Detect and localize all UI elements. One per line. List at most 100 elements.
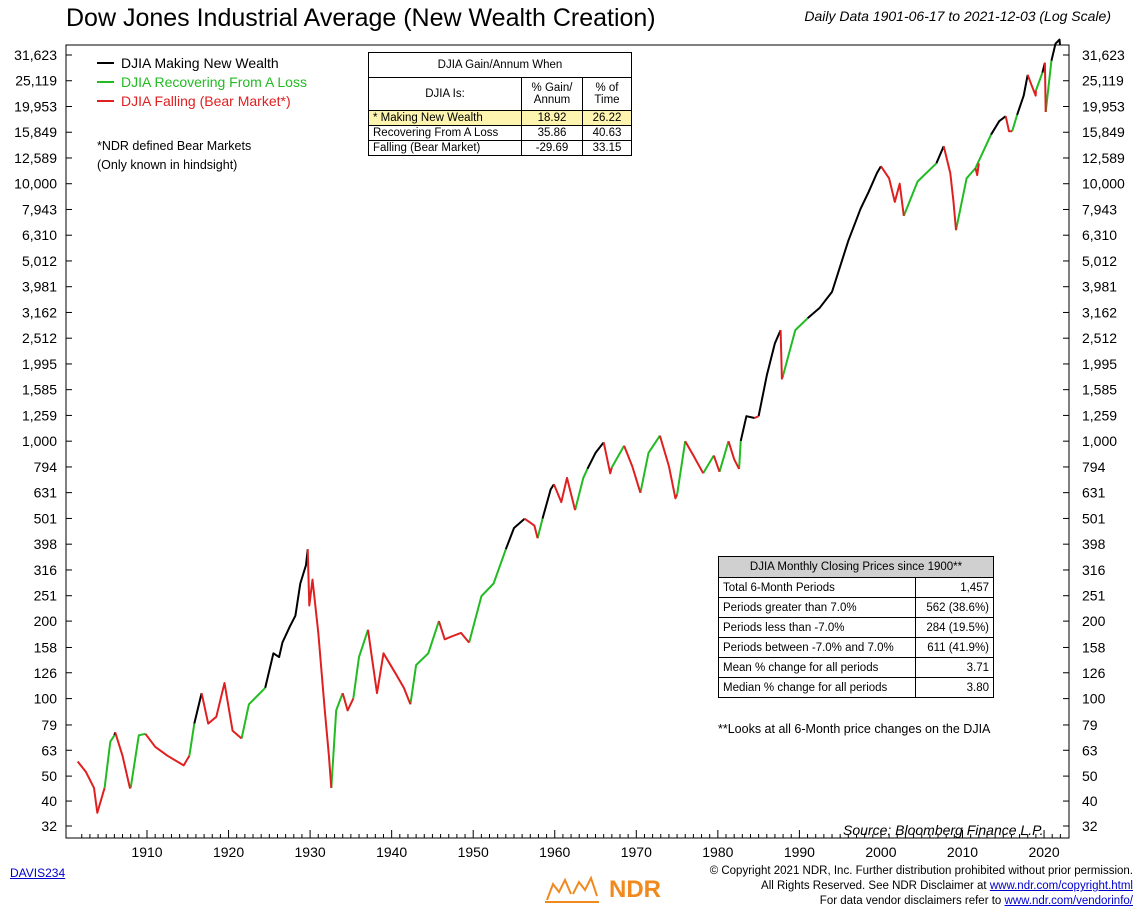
y-tick-label: 32 (41, 818, 57, 834)
y-tick-label: 6,310 (22, 227, 57, 243)
stats-table-title: DJIA Monthly Closing Prices since 1900** (718, 556, 994, 578)
y-tick-label: 32 (1082, 818, 1098, 834)
series-line (586, 441, 605, 470)
series-line (1016, 74, 1029, 116)
series-line (658, 435, 679, 500)
y-tick-label: 25,119 (1082, 73, 1124, 89)
source-label: Source: Bloomberg Finance L.P. (843, 822, 1044, 838)
table-cell: 33.15 (582, 140, 632, 156)
y-tick-label: 7,943 (22, 201, 57, 217)
table-cell: -29.69 (521, 140, 583, 156)
y-tick-label: 5,012 (1082, 253, 1117, 269)
y-tick-label: 1,995 (1082, 356, 1117, 372)
y-tick-label: 19,953 (14, 98, 57, 114)
x-tick-label: 1990 (784, 844, 815, 860)
series-line (1034, 72, 1044, 91)
series-line (942, 145, 957, 231)
series-line (76, 760, 106, 814)
ndr-logo: NDR (543, 874, 683, 906)
y-axis-right: 31,623 25,119 19,953 15,849 12,589 10,000 7,94… (1063, 47, 1125, 834)
table-row: * Making New Wealth 18.92 26.22 (368, 110, 632, 126)
series-line (684, 440, 705, 474)
y-tick-label: 631 (1082, 485, 1106, 501)
chart-title: Dow Jones Industrial Average (New Wealth… (66, 4, 656, 32)
y-tick-label: 316 (1082, 562, 1106, 578)
table-row: Recovering From A Loss 35.86 40.63 (368, 125, 632, 141)
gain-table-col-header: % Gain/ Annum (521, 77, 583, 111)
vendor-info-link[interactable]: www.ndr.com/vendorinfo/ (1004, 895, 1133, 907)
y-tick-label: 50 (1082, 768, 1098, 784)
series-line (1026, 74, 1037, 97)
series-line (114, 732, 131, 789)
y-tick-label: 3,162 (22, 304, 57, 320)
series-line (902, 162, 938, 217)
table-cell: Mean % change for all periods (718, 657, 916, 678)
chart-code-link[interactable]: DAVIS234 (10, 866, 66, 880)
table-cell: 3.71 (914, 657, 995, 678)
y-tick-label: 100 (34, 691, 58, 707)
footnote-line: (Only known in hindsight) (97, 158, 238, 172)
y-tick-label: 3,981 (22, 279, 57, 295)
y-tick-label: 200 (34, 613, 58, 629)
ndr-logo-text: NDR (609, 876, 661, 903)
x-tick-label: 1980 (702, 844, 733, 860)
copyright-line: All Rights Reserved. See NDR Disclaimer … (710, 879, 1133, 894)
monthly-closing-stats-table: DJIA Monthly Closing Prices since 1900**… (718, 556, 995, 698)
y-tick-label: 31,623 (14, 47, 57, 63)
series-line (367, 629, 412, 705)
series-line (188, 723, 196, 756)
series-line (129, 732, 146, 789)
legend: DJIA Making New Wealth DJIA Recovering Fr… (97, 55, 307, 109)
series-line (504, 517, 526, 550)
bull-bear-icon (545, 875, 599, 903)
series-line (103, 734, 116, 789)
y-tick-label: 251 (1082, 588, 1106, 604)
x-tick-label: 1970 (621, 844, 652, 860)
series-line (240, 687, 266, 739)
y-tick-label: 63 (1082, 742, 1098, 758)
series-line (602, 442, 613, 475)
legend-label: DJIA Recovering From A Loss (121, 74, 307, 90)
series-line (712, 455, 721, 473)
series-line (341, 692, 355, 712)
x-tick-label: 1920 (213, 844, 244, 860)
gain-table-col-header: % of Time (582, 77, 632, 111)
series-line (144, 733, 191, 767)
copyright-link[interactable]: www.ndr.com/copyright.html (989, 880, 1133, 892)
table-row: Mean % change for all periods 3.71 (718, 657, 995, 678)
series-line (639, 435, 661, 493)
table-cell: Falling (Bear Market) (368, 140, 522, 156)
x-tick-label: 1960 (539, 844, 570, 860)
series-line (738, 441, 742, 469)
series-line (974, 163, 980, 177)
table-row: Falling (Bear Market) -29.69 33.15 (368, 140, 632, 156)
table-cell: Median % change for all periods (718, 677, 916, 698)
y-tick-label: 126 (34, 665, 58, 681)
table-cell: Total 6-Month Periods (718, 577, 916, 598)
series-line (552, 476, 577, 511)
y-tick-label: 316 (34, 562, 58, 578)
series-line (1011, 114, 1019, 132)
series-line (468, 548, 507, 643)
copyright-text: For data vendor disclaimers refer to (819, 895, 1005, 907)
y-tick-label: 2,512 (1082, 330, 1117, 346)
table-cell: 35.86 (521, 125, 583, 141)
series-line (437, 620, 470, 644)
series-line (352, 629, 369, 699)
series-line (1043, 62, 1047, 113)
y-tick-label: 398 (34, 536, 58, 552)
y-tick-label: 10,000 (14, 176, 57, 192)
series-line (990, 115, 1007, 136)
y-tick-label: 631 (34, 485, 58, 501)
y-tick-label: 158 (1082, 639, 1106, 655)
y-tick-label: 501 (34, 510, 58, 526)
y-tick-label: 1,995 (22, 356, 57, 372)
series-line (1050, 38, 1061, 62)
stats-note: **Looks at all 6-Month price changes on … (718, 722, 991, 736)
x-tick-label: 2000 (865, 844, 896, 860)
series-line (623, 445, 642, 494)
table-row: Periods between -7.0% and 7.0% 611 (41.9%… (718, 637, 995, 658)
y-tick-label: 200 (1082, 613, 1106, 629)
y-tick-label: 15,849 (14, 124, 57, 140)
y-tick-label: 251 (34, 588, 58, 604)
